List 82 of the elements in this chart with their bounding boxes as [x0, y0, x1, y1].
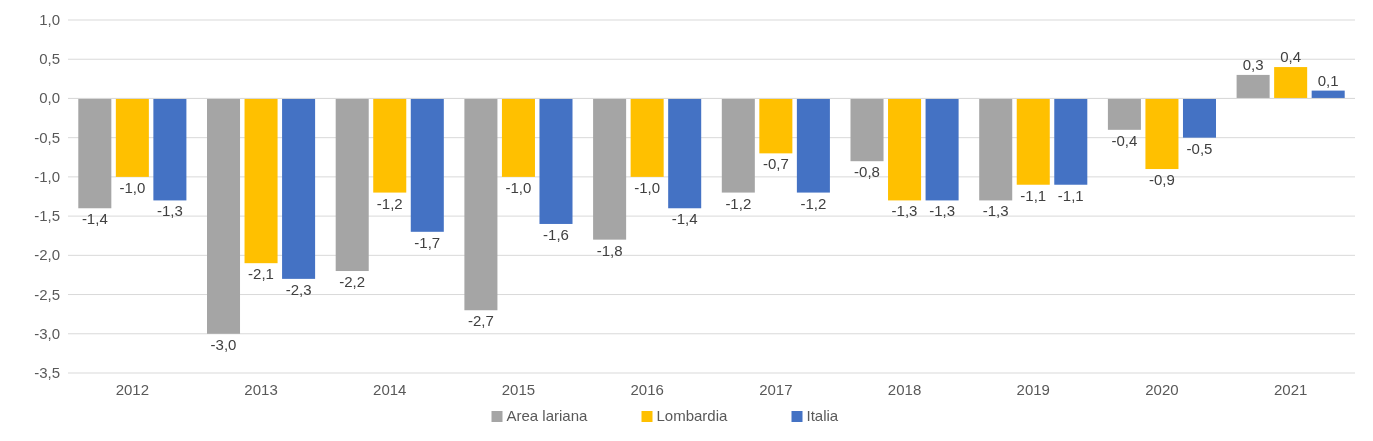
data-label: -0,5	[1186, 139, 1213, 157]
bar	[410, 98, 444, 232]
data-label: -3,0	[210, 335, 237, 353]
data-label: -1,0	[505, 178, 532, 196]
data-label: -2,1	[248, 265, 274, 283]
x-tick-label: 2020	[1145, 381, 1179, 398]
data-label: 0,3	[1242, 55, 1264, 73]
data-label: -1,0	[119, 178, 146, 196]
bar	[850, 98, 884, 162]
y-tick-label: -2,0	[34, 246, 60, 264]
data-label: -0,4	[1111, 131, 1138, 149]
y-tick-label: -0,5	[34, 128, 60, 146]
data-label: -1,8	[596, 241, 623, 259]
data-label: -1,6	[543, 225, 569, 243]
bar	[593, 98, 627, 240]
bar	[668, 98, 702, 209]
data-label: 0,1	[1317, 71, 1339, 89]
bar	[501, 98, 535, 177]
bar	[1274, 67, 1308, 99]
x-tick-label: 2015	[501, 381, 536, 398]
bar	[721, 98, 755, 193]
data-label: -1,0	[634, 178, 661, 196]
y-tick-label: -1,5	[34, 207, 60, 225]
x-tick-label: 2018	[887, 381, 922, 398]
bar	[244, 98, 278, 264]
data-label: -1,2	[725, 194, 752, 212]
y-tick-label: -3,5	[34, 364, 60, 381]
x-tick-label: 2016	[630, 381, 664, 398]
legend-label: Italia	[806, 407, 839, 424]
bar	[1054, 98, 1088, 185]
bar	[282, 98, 316, 279]
data-label: -1,1	[1020, 186, 1047, 204]
bar	[1145, 98, 1179, 170]
x-tick-label: 2021	[1273, 381, 1308, 398]
data-label: -1,7	[414, 233, 441, 251]
bar	[630, 98, 664, 177]
y-tick-label: -1,0	[34, 167, 60, 185]
bar	[925, 98, 959, 201]
data-label: -2,3	[285, 280, 312, 298]
data-label: -1,1	[1057, 186, 1084, 204]
data-label: -0,9	[1149, 171, 1175, 189]
data-label: -2,2	[339, 273, 366, 291]
data-label: -0,7	[762, 155, 789, 173]
bar	[115, 98, 149, 177]
y-tick-label: -2,5	[34, 285, 60, 303]
bar	[1107, 98, 1141, 130]
bar	[373, 98, 407, 193]
x-tick-label: 2012	[115, 381, 150, 398]
data-label: -0,8	[854, 163, 880, 181]
data-label: -2,7	[467, 312, 494, 330]
data-label: -1,3	[982, 202, 1009, 220]
x-tick-label: 2017	[759, 381, 793, 398]
legend-label: Area lariana	[506, 407, 589, 424]
data-label: -1,2	[376, 194, 403, 212]
bar	[1182, 98, 1216, 138]
x-tick-label: 2014	[373, 381, 407, 398]
y-tick-label: 1,0	[39, 11, 60, 28]
data-label: 0,4	[1280, 48, 1302, 66]
bar	[1236, 74, 1270, 99]
bar	[539, 98, 573, 224]
legend-label: Lombardia	[656, 407, 729, 424]
data-label: -1,4	[671, 210, 698, 228]
x-tick-label: 2019	[1016, 381, 1050, 398]
data-label: -1,3	[891, 202, 918, 220]
data-label: -1,4	[81, 210, 108, 228]
bar	[335, 98, 369, 272]
x-tick-label: 2013	[244, 381, 278, 398]
bar	[796, 98, 830, 193]
y-tick-label: 0,5	[39, 50, 60, 68]
data-label: -1,3	[929, 202, 956, 220]
bar	[153, 98, 187, 201]
bar	[207, 98, 241, 334]
bar	[759, 98, 793, 154]
data-label: -1,2	[800, 194, 827, 212]
bar	[888, 98, 922, 201]
bar	[979, 98, 1013, 201]
y-tick-label: -3,0	[34, 324, 60, 342]
data-label: -1,3	[156, 202, 183, 220]
y-tick-label: 0,0	[39, 89, 60, 107]
bar	[1016, 98, 1050, 185]
bar	[78, 98, 112, 209]
bar	[464, 98, 498, 311]
